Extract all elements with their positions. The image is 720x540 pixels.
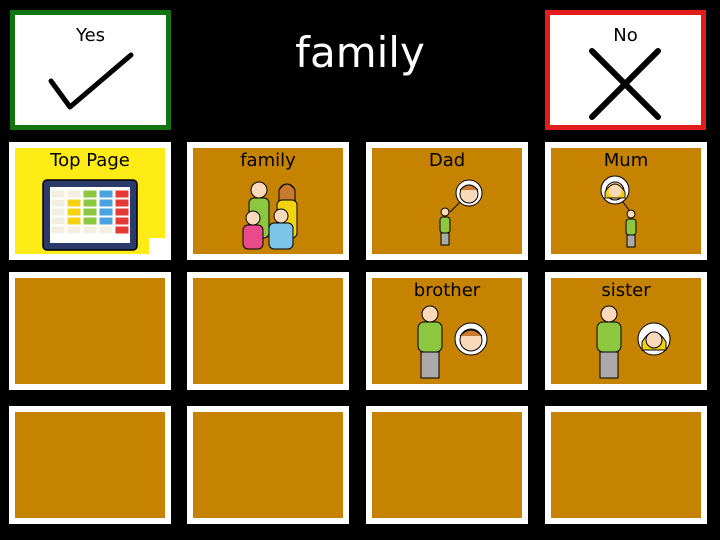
mum-button[interactable]: Mum — [545, 142, 707, 260]
brother-button[interactable]: brother — [366, 272, 528, 390]
empty-tile[interactable] — [366, 406, 528, 524]
girl-face-icon — [596, 305, 671, 379]
sister-label: sister — [601, 280, 651, 301]
keyboard-grid-icon — [42, 179, 165, 254]
empty-tile[interactable] — [9, 272, 171, 390]
brother-label: brother — [413, 280, 481, 301]
no-button[interactable]: No — [545, 10, 706, 130]
dad-label: Dad — [428, 150, 466, 171]
boy-face-icon — [417, 305, 488, 379]
top-page-button[interactable]: Top Page — [9, 142, 171, 260]
check-icon — [48, 52, 134, 110]
man-face-icon — [439, 179, 483, 246]
mum-label: Mum — [603, 150, 649, 171]
empty-tile[interactable] — [187, 406, 349, 524]
cross-icon — [589, 48, 661, 120]
empty-tile[interactable] — [545, 406, 707, 524]
page-title: family — [295, 28, 425, 77]
dad-button[interactable]: Dad — [366, 142, 528, 260]
family-group-icon — [242, 181, 298, 250]
top-page-label: Top Page — [50, 150, 130, 171]
yes-button[interactable]: Yes — [10, 10, 171, 130]
empty-tile[interactable] — [9, 406, 171, 524]
yes-label: Yes — [75, 25, 106, 46]
woman-face-icon — [600, 175, 637, 248]
empty-tile[interactable] — [187, 272, 349, 390]
family-label: family — [240, 150, 296, 171]
family-button[interactable]: family — [187, 142, 349, 260]
sister-button[interactable]: sister — [545, 272, 707, 390]
no-label: No — [613, 25, 638, 46]
